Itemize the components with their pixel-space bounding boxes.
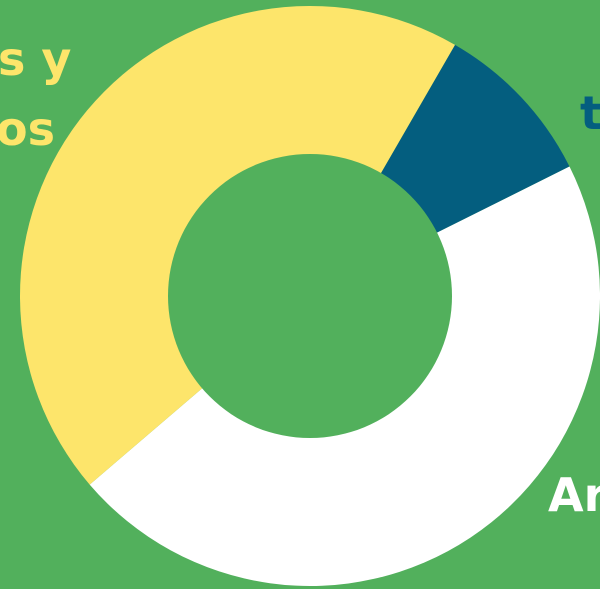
slice-label-blue: t: [580, 86, 600, 140]
slice-label-white: Ar: [548, 468, 600, 522]
donut-hole: [168, 154, 452, 438]
slice-label-yellow-line-2: os: [0, 102, 55, 156]
slice-label-yellow-line-1: s y: [0, 32, 72, 86]
